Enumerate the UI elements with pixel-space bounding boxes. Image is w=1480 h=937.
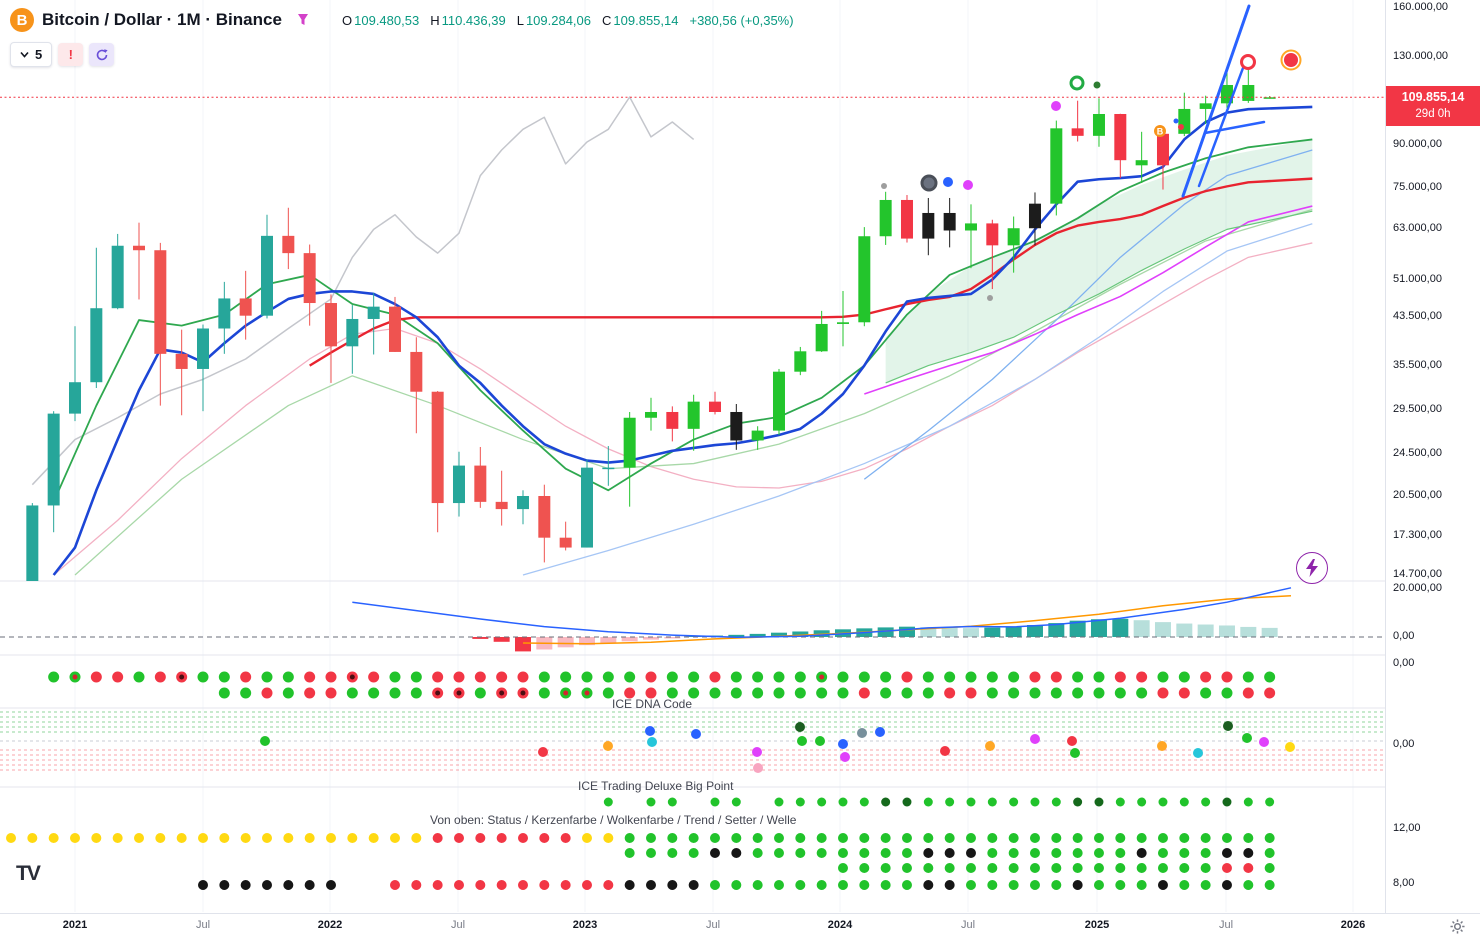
- macd-pane: [0, 587, 1385, 652]
- ma-line-green-faint-ma: [74, 208, 1313, 576]
- time-axis-label: 2021: [62, 919, 88, 931]
- price-axis-label: 63.000,00: [1393, 222, 1442, 235]
- price-axis-label: 8,00: [1393, 877, 1415, 889]
- trendline: [1203, 120, 1266, 135]
- candles-layer: [26, 67, 1276, 581]
- tradingview-logo[interactable]: TV: [16, 862, 41, 885]
- ma-line-lightblue-ma-fast: [863, 149, 1313, 480]
- axis-settings-button[interactable]: [1447, 917, 1467, 935]
- close-label: C: [602, 13, 612, 28]
- price-axis-label: 20.000,00: [1393, 582, 1442, 594]
- open-value: 109.480,53: [354, 13, 420, 28]
- price-axis-label: 130.000,00: [1393, 50, 1449, 63]
- trendline: [1197, 66, 1245, 188]
- current-price-badge: 109.855,14 29d 0h: [1386, 86, 1480, 126]
- dna-pane: [48, 671, 1276, 699]
- ma-line-magenta-ma: [864, 205, 1313, 395]
- price-axis-label: 29.500,00: [1393, 402, 1442, 415]
- bigpoint-pane-title: ICE Trading Deluxe Big Point: [578, 779, 734, 793]
- time-axis-label: 2024: [827, 919, 853, 931]
- ohlc-legend: O 109.480,53 H 110.436,39 L 109.284,06 C 109…: [342, 13, 794, 28]
- ma-line-pink-faint-ma: [53, 242, 1313, 576]
- refresh-icon: [96, 48, 108, 60]
- time-axis-label: 2025: [1084, 919, 1110, 931]
- open-label: O: [342, 13, 353, 28]
- status-pane-legend: Von oben: Status / Kerzenfarbe / Wolkenf…: [430, 813, 797, 827]
- price-axis-label: 20.500,00: [1393, 489, 1442, 501]
- price-axis-label: 0,00: [1393, 630, 1415, 642]
- time-axis-label: 2026: [1340, 919, 1366, 931]
- bitcoin-logo-icon: B: [10, 8, 34, 32]
- bigpoint-pane: [0, 711, 1385, 773]
- trendline: [1181, 4, 1251, 198]
- refresh-button[interactable]: [89, 43, 115, 66]
- ma-line-blue-baseline: [52, 105, 1313, 576]
- time-axis-label: Jul: [195, 919, 211, 931]
- time-axis-label: 2022: [317, 919, 343, 931]
- ma-line-gray-indicator: [31, 96, 695, 486]
- dna-pane-title: ICE DNA Code: [612, 697, 693, 711]
- ma-line-lightblue-ma-slow: [522, 223, 1313, 576]
- time-axis-label: Jul: [705, 919, 721, 931]
- price-axis-label: 12,00: [1393, 822, 1421, 834]
- price-axis-label: 0,00: [1393, 738, 1415, 750]
- warning-button[interactable]: !: [58, 43, 84, 66]
- price-axis-label: 160.000,00: [1393, 1, 1449, 13]
- time-axis-label: Jul: [1218, 919, 1234, 931]
- blue_line: [352, 587, 1292, 638]
- time-axis-label: Jul: [960, 919, 976, 931]
- gear-icon: [1449, 918, 1465, 934]
- price-axis-label: 51.000,00: [1393, 272, 1442, 285]
- time-axis[interactable]: 2021 Jul 2022 Jul 2023 Jul 2024 Jul 2025 Jul 2026: [0, 913, 1480, 937]
- low-value: 109.284,06: [525, 13, 592, 28]
- price-axis-label: 17.300,00: [1393, 529, 1442, 542]
- bar-countdown: 29d 0h: [1415, 108, 1451, 120]
- change-value: +380,56 (+0,35%): [689, 13, 794, 28]
- main-chart[interactable]: B: [0, 0, 1385, 913]
- price-axis-label: 14.700,00: [1393, 567, 1442, 580]
- close-value: 109.855,14: [613, 13, 679, 28]
- svg-text:B: B: [1157, 126, 1164, 136]
- price-axis-label: 35.500,00: [1393, 358, 1442, 371]
- high-value: 110.436,39: [441, 13, 506, 28]
- warning-icon: !: [68, 47, 73, 62]
- price-pane: B: [26, 4, 1313, 581]
- status-pane: [6, 797, 1275, 890]
- current-price: 109.855,14: [1401, 90, 1465, 104]
- price-axis-label: 24.500,00: [1393, 446, 1442, 459]
- interval-dropdown[interactable]: 5: [10, 42, 53, 67]
- chart-toolbar: 5 !: [10, 42, 115, 67]
- price-axis[interactable]: 160.000,00 130.000,00 90.000,00 75.000,00 63…: [1385, 0, 1480, 913]
- interval-value: 5: [35, 47, 43, 62]
- time-axis-label: Jul: [450, 919, 466, 931]
- low-label: L: [516, 13, 524, 28]
- lightning-button[interactable]: [1296, 552, 1328, 584]
- price-axis-label: 90.000,00: [1393, 137, 1442, 150]
- symbol-header: B Bitcoin / Dollar · 1M · Binance: [10, 8, 310, 32]
- symbol-title[interactable]: Bitcoin / Dollar · 1M · Binance: [42, 10, 282, 29]
- price-axis-label: 75.000,00: [1393, 180, 1442, 193]
- ma-line-green-cloud-base: [885, 210, 1313, 384]
- high-label: H: [430, 13, 440, 28]
- price-axis-label: 0,00: [1393, 657, 1415, 669]
- chevron-down-icon: [20, 51, 29, 58]
- price-axis-label: 43.500,00: [1393, 310, 1442, 323]
- indicator-funnel-icon[interactable]: [296, 13, 310, 27]
- lightning-icon: [1306, 559, 1318, 577]
- ma-line-red-ma: [309, 177, 1313, 367]
- time-axis-label: 2023: [572, 919, 598, 931]
